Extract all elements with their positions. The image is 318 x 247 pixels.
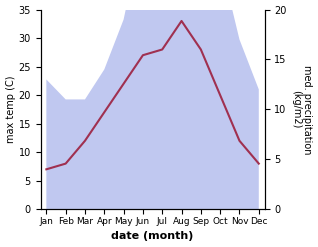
Y-axis label: max temp (C): max temp (C) [5, 76, 16, 143]
Y-axis label: med. precipitation
(kg/m2): med. precipitation (kg/m2) [291, 65, 313, 154]
X-axis label: date (month): date (month) [111, 231, 194, 242]
